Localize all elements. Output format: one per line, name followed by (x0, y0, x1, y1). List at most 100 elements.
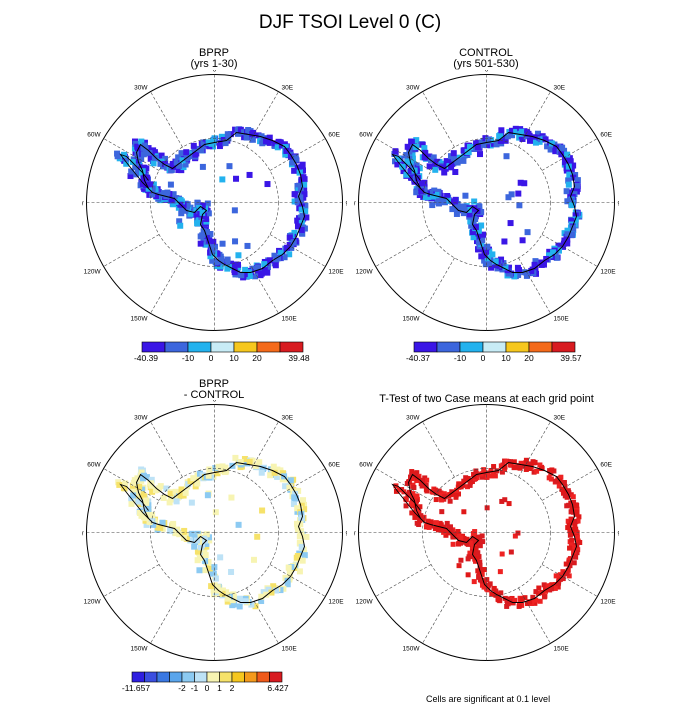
colorbar-label: 20 (524, 353, 534, 363)
panel-3-title-line2: - CONTROL (183, 389, 245, 401)
longitude-label: 150W (131, 315, 149, 322)
panel-4-title: T-Test of two Case means at each grid po… (354, 394, 619, 405)
colorbar-swatch (505, 341, 530, 353)
coastline (135, 131, 306, 273)
longitude-label: 60E (600, 462, 612, 469)
longitude-label: 150W (403, 645, 421, 652)
coastline (135, 461, 306, 603)
longitude-label: 120E (600, 269, 616, 276)
colorbar-label: 10 (501, 353, 511, 363)
longitude-label: 120E (328, 599, 344, 606)
panel-2-title-line1: CONTROL (459, 47, 513, 59)
colorbar-swatch (187, 341, 212, 353)
longitude-label: 60E (328, 462, 340, 469)
peninsula-coastline (391, 483, 421, 519)
panel-4-polar-map: 030E60E90E120E150E180150W120W90W60W30W (354, 400, 619, 661)
meridian-gridline (150, 91, 183, 148)
longitude-label: 150E (554, 645, 570, 652)
longitude-label: 30E (554, 415, 566, 422)
colorbar-swatch (233, 341, 258, 353)
meridian-gridline (541, 234, 598, 267)
peninsula-coastline (391, 153, 421, 189)
meridian-gridline (150, 421, 183, 478)
significance-footnote: Cells are significant at 0.1 level (426, 694, 551, 704)
panel-3-polar-map: 030E60E90E120E150E180150W120W90W60W30W (82, 400, 348, 661)
panel-3-title-line1: BPRP (199, 378, 229, 390)
longitude-label: 90E (346, 201, 348, 208)
figure-title: DJF TSOI Level 0 (C) (258, 12, 442, 33)
colorbar-label: -1 (191, 683, 199, 693)
longitude-label: 120W (84, 599, 102, 606)
longitude-label: 90W (354, 201, 356, 208)
colorbar-swatch (206, 671, 220, 683)
longitude-label: 120W (356, 269, 374, 276)
longitude-label: 150E (282, 645, 298, 652)
colorbar-label: 10 (229, 353, 239, 363)
meridian-gridline (541, 468, 598, 501)
meridian-gridline (269, 564, 326, 597)
latitude-gridline (422, 138, 551, 267)
meridian-gridline (375, 138, 432, 171)
longitude-label: 0 (485, 70, 489, 74)
meridian-gridline (422, 257, 455, 314)
coastline (407, 461, 578, 603)
colorbar-label: 20 (252, 353, 262, 363)
meridian-gridline (246, 257, 279, 314)
coastline (407, 131, 578, 273)
latitude-gridline (150, 138, 279, 267)
longitude-label: 150W (403, 315, 421, 322)
longitude-label: 90W (82, 201, 84, 208)
latitude-gridline (422, 468, 551, 597)
panel-2-polar-map: 030E60E90E120E150E180150W120W90W60W30W (354, 70, 619, 331)
panel-1-colorbar: -40.39 -10 0 10 20 39.48 (134, 341, 310, 363)
longitude-label: 0 (485, 400, 489, 404)
panel-1-title-line1: BPRP (199, 47, 229, 59)
longitude-label: 120W (356, 599, 374, 606)
colorbar-swatch (141, 341, 166, 353)
panel-3-title: BPRP - CONTROL (114, 379, 314, 401)
colorbar-label: -40.37 (406, 353, 430, 363)
colorbar-swatch (244, 671, 258, 683)
longitude-label: 60W (359, 132, 373, 139)
meridian-gridline (150, 587, 183, 644)
data-cells (114, 126, 310, 281)
colorbar-swatch (436, 341, 461, 353)
longitude-label: 60E (328, 132, 340, 139)
meridian-gridline (103, 138, 160, 171)
colorbar-label: -10 (182, 353, 195, 363)
longitude-label: 120E (328, 269, 344, 276)
panel-1-title-line2: (yrs 1-30) (190, 58, 238, 70)
panel-1-title: BPRP (yrs 1-30) (114, 48, 314, 70)
meridian-gridline (518, 257, 551, 314)
colorbar-swatch (482, 341, 507, 353)
meridian-gridline (269, 234, 326, 267)
meridian-gridline (375, 564, 432, 597)
colorbar-label: 0 (205, 683, 210, 693)
colorbar-swatch (210, 341, 235, 353)
longitude-label: 30W (406, 415, 420, 422)
colorbar-swatch (164, 341, 189, 353)
colorbar-swatch (551, 341, 576, 353)
longitude-label: 0 (213, 400, 217, 404)
panel-1-polar-map: 030E60E90E120E150E180150W120W90W60W30W (82, 70, 348, 331)
meridian-gridline (422, 421, 455, 478)
longitude-label: 60W (87, 462, 101, 469)
colorbar-label: 1 (217, 683, 222, 693)
longitude-label: 90E (346, 531, 348, 538)
meridian-gridline (518, 91, 551, 148)
meridian-gridline (103, 564, 160, 597)
colorbar-swatch (413, 341, 438, 353)
meridian-gridline (541, 564, 598, 597)
colorbar-label: 0 (209, 353, 214, 363)
colorbar-label: 39.48 (288, 353, 310, 363)
longitude-label: 60W (359, 462, 373, 469)
colorbar-swatch (459, 341, 484, 353)
colorbar-swatch (256, 341, 281, 353)
colorbar-swatch (269, 671, 283, 683)
colorbar-swatch (219, 671, 233, 683)
longitude-label: 90W (354, 531, 356, 538)
panel-2-title: CONTROL (yrs 501-530) (386, 48, 586, 70)
meridian-gridline (150, 257, 183, 314)
colorbar-label: 39.57 (560, 353, 582, 363)
colorbar-swatch (169, 671, 183, 683)
